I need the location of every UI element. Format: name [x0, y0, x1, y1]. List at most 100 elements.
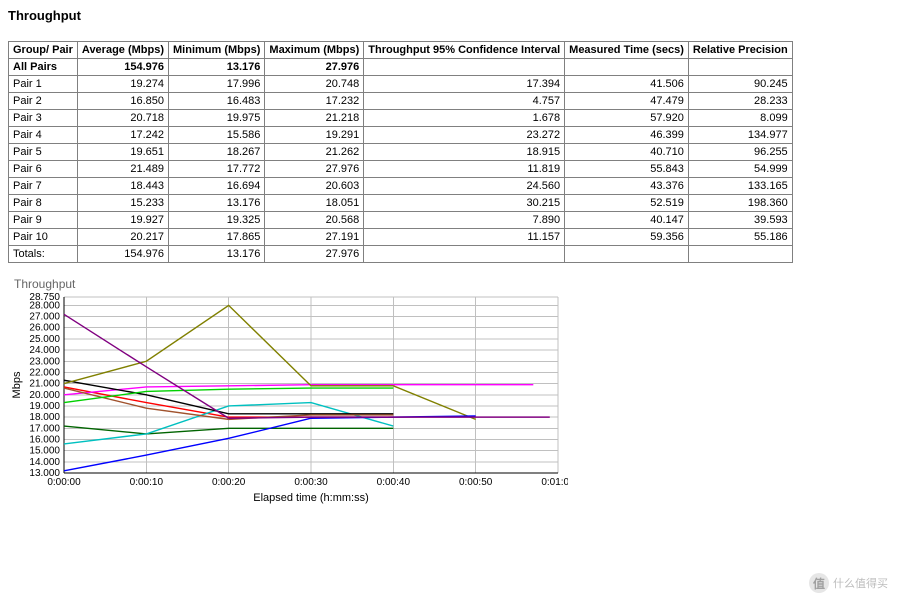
watermark-text: 什么值得买 — [833, 575, 888, 591]
table-cell: 27.976 — [265, 246, 364, 263]
table-row: Pair 216.85016.48317.2324.75747.47928.23… — [9, 93, 793, 110]
svg-text:27.000: 27.000 — [29, 312, 60, 323]
table-cell: Pair 8 — [9, 195, 78, 212]
table-cell: 20.217 — [77, 229, 168, 246]
table-cell: 27.191 — [265, 229, 364, 246]
table-row: Pair 815.23313.17618.05130.21552.519198.… — [9, 195, 793, 212]
table-cell — [565, 59, 689, 76]
watermark: 值 什么值得买 — [809, 573, 888, 593]
table-cell: 40.710 — [565, 144, 689, 161]
table-row: Pair 519.65118.26721.26218.91540.71096.2… — [9, 144, 793, 161]
svg-text:23.000: 23.000 — [29, 356, 60, 367]
table-cell: Pair 10 — [9, 229, 78, 246]
table-header: Average (Mbps) — [77, 42, 168, 59]
table-cell: 4.757 — [364, 93, 565, 110]
table-cell: 18.267 — [169, 144, 265, 161]
svg-text:0:00:10: 0:00:10 — [130, 477, 164, 488]
table-row: All Pairs154.97613.17627.976 — [9, 59, 793, 76]
svg-text:18.000: 18.000 — [29, 412, 60, 423]
table-cell: 43.376 — [565, 178, 689, 195]
svg-text:21.000: 21.000 — [29, 379, 60, 390]
table-cell: 11.157 — [364, 229, 565, 246]
table-cell: 19.927 — [77, 212, 168, 229]
chart-title: Throughput — [14, 277, 568, 291]
table-cell: 23.272 — [364, 127, 565, 144]
table-cell: 20.718 — [77, 110, 168, 127]
table-cell: 18.915 — [364, 144, 565, 161]
table-row: Pair 621.48917.77227.97611.81955.84354.9… — [9, 161, 793, 178]
table-cell: 17.865 — [169, 229, 265, 246]
table-cell: 13.176 — [169, 195, 265, 212]
table-cell: 28.233 — [688, 93, 792, 110]
table-cell: 40.147 — [565, 212, 689, 229]
table-header: Measured Time (secs) — [565, 42, 689, 59]
svg-text:0:00:50: 0:00:50 — [459, 477, 493, 488]
table-cell: 20.603 — [265, 178, 364, 195]
table-header: Relative Precision — [688, 42, 792, 59]
table-cell: 15.233 — [77, 195, 168, 212]
table-row: Pair 919.92719.32520.5687.89040.14739.59… — [9, 212, 793, 229]
svg-text:16.000: 16.000 — [29, 434, 60, 445]
table-cell: 27.976 — [265, 59, 364, 76]
table-cell: Pair 2 — [9, 93, 78, 110]
svg-text:Mbps: Mbps — [11, 371, 23, 398]
table-cell: 7.890 — [364, 212, 565, 229]
table-cell: 19.325 — [169, 212, 265, 229]
table-cell: 18.443 — [77, 178, 168, 195]
watermark-icon: 值 — [809, 573, 829, 593]
table-cell: 154.976 — [77, 246, 168, 263]
table-cell: 19.274 — [77, 76, 168, 93]
throughput-chart: Throughput 13.00014.00015.00016.00017.00… — [8, 277, 568, 513]
table-cell: 19.651 — [77, 144, 168, 161]
table-cell: 20.748 — [265, 76, 364, 93]
table-cell: 21.262 — [265, 144, 364, 161]
table-cell: 1.678 — [364, 110, 565, 127]
table-cell: 52.519 — [565, 195, 689, 212]
table-header: Group/ Pair — [9, 42, 78, 59]
svg-text:17.000: 17.000 — [29, 423, 60, 434]
svg-text:0:00:30: 0:00:30 — [294, 477, 328, 488]
table-cell: 54.999 — [688, 161, 792, 178]
table-cell: 198.360 — [688, 195, 792, 212]
table-row: Pair 320.71819.97521.2181.67857.9208.099 — [9, 110, 793, 127]
table-cell: 47.479 — [565, 93, 689, 110]
table-cell: 16.850 — [77, 93, 168, 110]
table-cell: 57.920 — [565, 110, 689, 127]
table-cell: 8.099 — [688, 110, 792, 127]
table-cell: 134.977 — [688, 127, 792, 144]
table-cell: Pair 7 — [9, 178, 78, 195]
table-cell: 17.232 — [265, 93, 364, 110]
svg-text:0:00:20: 0:00:20 — [212, 477, 246, 488]
table-cell: 13.176 — [169, 246, 265, 263]
page-title: Throughput — [8, 8, 890, 23]
table-cell: 24.560 — [364, 178, 565, 195]
svg-text:15.000: 15.000 — [29, 446, 60, 457]
svg-text:0:01:00: 0:01:00 — [541, 477, 568, 488]
table-cell: Pair 1 — [9, 76, 78, 93]
table-row: Pair 119.27417.99620.74817.39441.50690.2… — [9, 76, 793, 93]
svg-text:0:00:00: 0:00:00 — [47, 477, 81, 488]
table-cell — [688, 59, 792, 76]
table-row: Pair 718.44316.69420.60324.56043.376133.… — [9, 178, 793, 195]
svg-text:Elapsed time (h:mm:ss): Elapsed time (h:mm:ss) — [253, 492, 369, 504]
table-cell: Pair 3 — [9, 110, 78, 127]
table-header: Throughput 95% Confidence Interval — [364, 42, 565, 59]
table-cell: Pair 5 — [9, 144, 78, 161]
table-cell: 55.186 — [688, 229, 792, 246]
table-header: Maximum (Mbps) — [265, 42, 364, 59]
table-cell: 133.165 — [688, 178, 792, 195]
table-cell: 16.483 — [169, 93, 265, 110]
table-cell: 96.255 — [688, 144, 792, 161]
svg-text:26.000: 26.000 — [29, 323, 60, 334]
table-cell — [565, 246, 689, 263]
table-cell: 19.291 — [265, 127, 364, 144]
table-cell: 41.506 — [565, 76, 689, 93]
table-cell: 90.245 — [688, 76, 792, 93]
table-cell: 21.218 — [265, 110, 364, 127]
table-cell: Pair 6 — [9, 161, 78, 178]
throughput-table: Group/ PairAverage (Mbps)Minimum (Mbps)M… — [8, 41, 793, 263]
table-cell: 15.586 — [169, 127, 265, 144]
table-cell: Pair 9 — [9, 212, 78, 229]
table-cell: 27.976 — [265, 161, 364, 178]
svg-text:25.000: 25.000 — [29, 334, 60, 345]
